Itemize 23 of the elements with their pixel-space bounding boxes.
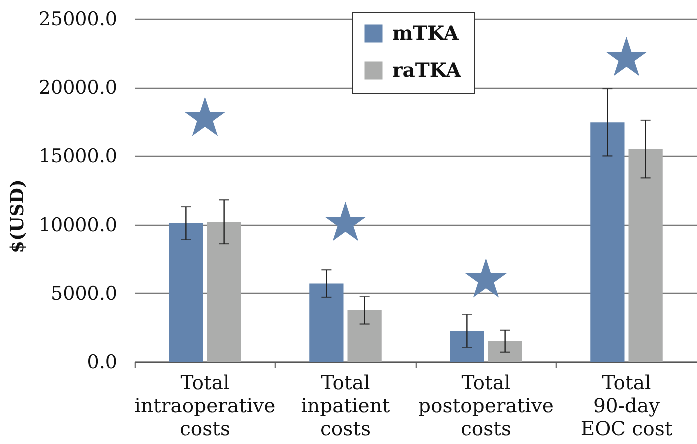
bar — [488, 341, 522, 362]
y-axis-title: $(USD) — [8, 180, 28, 254]
bar — [348, 310, 382, 362]
x-tick-label: Total 90-day EOC cost — [580, 372, 673, 440]
annotation: ★ — [602, 26, 651, 89]
y-tick-label: 20000.0 — [38, 77, 118, 100]
bar — [628, 149, 663, 362]
legend-label: mTKA — [392, 22, 460, 45]
x-tick-label: Total inpatient costs — [301, 372, 390, 440]
x-tick-label: Total intraoperative costs — [134, 372, 276, 440]
bar — [590, 122, 625, 362]
y-tick-label: 5000.0 — [51, 282, 118, 305]
y-tick-label: 0.0 — [87, 352, 118, 374]
bar — [169, 223, 204, 362]
y-tick-label: 25000.0 — [38, 8, 118, 30]
x-tick-label: Total postoperative costs — [418, 372, 554, 440]
y-tick-label: 15000.0 — [38, 146, 118, 168]
annotation: ★ — [181, 86, 230, 150]
bar — [310, 284, 344, 362]
legend-label: raTKA — [392, 58, 462, 82]
bar — [207, 222, 242, 362]
y-tick-label: 10000.0 — [38, 214, 118, 236]
bar — [450, 331, 484, 362]
